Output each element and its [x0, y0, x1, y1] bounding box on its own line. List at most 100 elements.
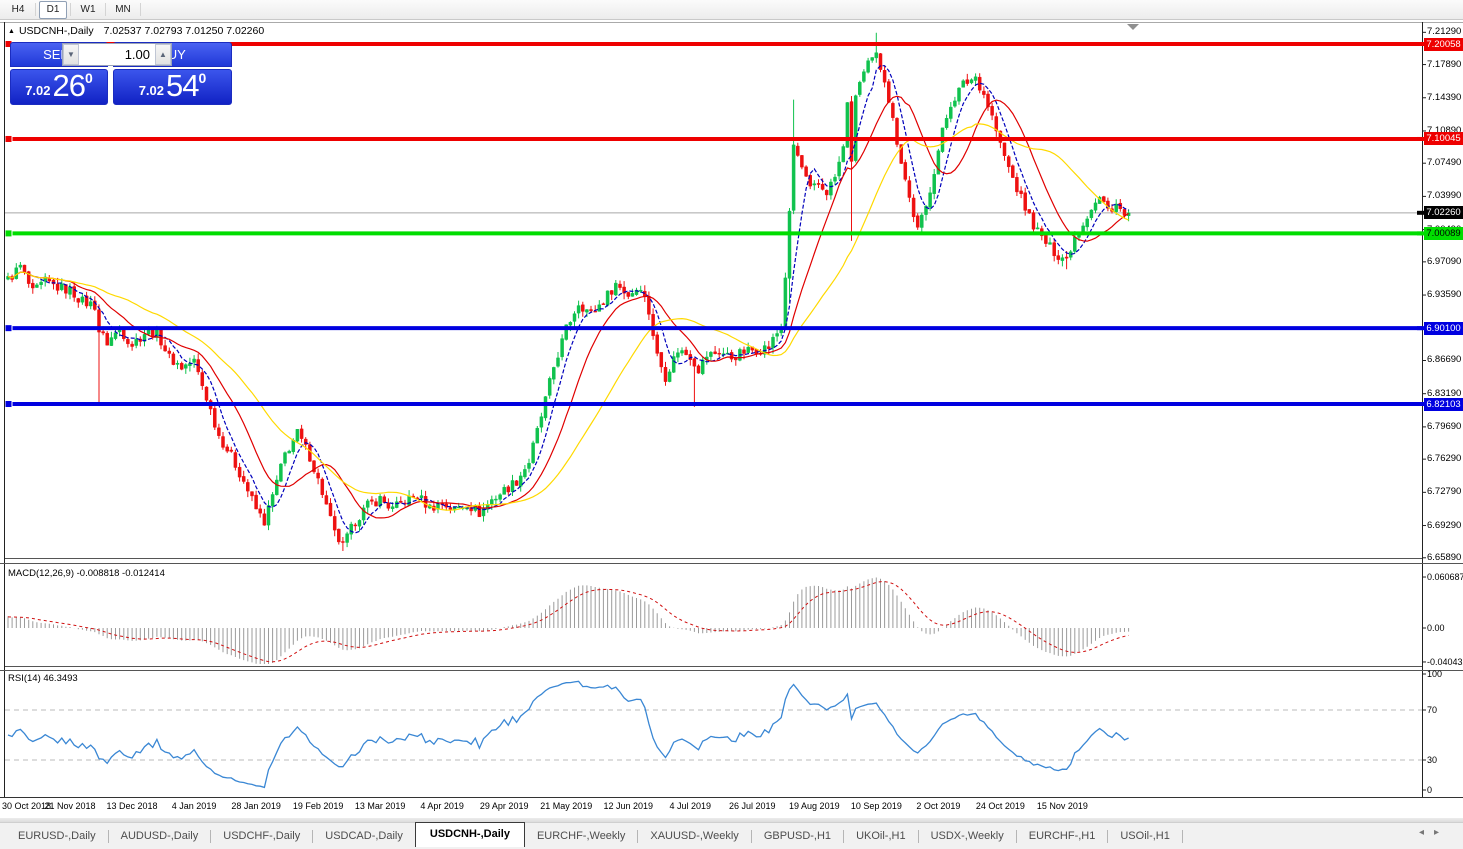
window-resize-strip[interactable]	[0, 818, 1463, 822]
price-badge-6.82103: 6.82103	[1424, 397, 1463, 411]
rsi-tick-100: 100	[1427, 669, 1443, 679]
sell-price-small: 7.02	[25, 83, 51, 98]
date-label-17: 15 Nov 2019	[1036, 801, 1088, 811]
price-badge-7.20058-connector	[1417, 42, 1424, 46]
rsi-tick-70: 70	[1427, 705, 1438, 715]
chart-tab-USDCHF[interactable]: USDCHF-,Daily	[223, 830, 301, 842]
macd-tick-0.060687: 0.060687	[1427, 572, 1463, 583]
price-badge-7.20058: 7.20058	[1424, 37, 1463, 51]
rsi-label: RSI(14) 46.3493	[8, 673, 78, 684]
price-badge-6.90100-connector	[1417, 326, 1424, 331]
volume-decrease-icon[interactable]: ▼	[63, 44, 79, 65]
chart-tab-EURCHF[interactable]: EURCHF-,Weekly	[536, 830, 626, 842]
tab-separator	[917, 829, 919, 843]
date-label-10: 12 Jun 2019	[603, 801, 654, 811]
macd-signal-line	[7, 581, 1129, 663]
tab-separator	[1181, 829, 1183, 843]
moving-average-6	[7, 65, 1129, 534]
tab-separator	[1107, 829, 1109, 843]
timeframe-button-W1[interactable]: W1	[80, 4, 96, 15]
price-tick-6.65890: 6.65890	[1427, 551, 1462, 563]
date-label-7: 4 Apr 2019	[420, 801, 464, 811]
moving-average-14	[7, 95, 1129, 519]
chart-tab-EURCHF[interactable]: EURCHF-,H1	[1028, 830, 1096, 842]
date-label-12: 26 Jul 2019	[729, 801, 776, 811]
timeframe-button-D1[interactable]: D1	[39, 0, 67, 19]
date-label-13: 19 Aug 2019	[789, 801, 840, 811]
collapse-triangle-icon[interactable]: ▲	[8, 28, 15, 35]
buy-price-sup: 0	[198, 70, 207, 86]
chart-tab-UKOil[interactable]: UKOil-,H1	[856, 830, 906, 842]
date-label-6: 13 Mar 2019	[354, 801, 406, 811]
price-tick-6.83190: 6.83190	[1427, 387, 1462, 399]
bull-candle-bodies	[6, 52, 1131, 543]
buy-price-big: 54	[166, 68, 199, 103]
current-price-badge: 7.02260	[1424, 206, 1463, 220]
moving-average-30	[7, 123, 1129, 511]
toolbar-separator	[105, 3, 106, 16]
price-tick-6.76290: 6.76290	[1427, 453, 1462, 465]
tab-separator	[843, 829, 845, 843]
sell-price-display[interactable]: 7.02 26 0	[10, 69, 108, 105]
tab-separator	[1015, 829, 1017, 843]
chart-tab-bar: EURUSD-,Daily AUDUSD-,Daily USDCHF-,Daily U…	[0, 822, 1463, 849]
tab-separator	[312, 829, 314, 843]
rsi-tick-0: 0	[1427, 785, 1433, 795]
timeframe-button-MN[interactable]: MN	[115, 4, 131, 15]
price-badge-7.00089-connector	[1417, 231, 1424, 236]
date-label-2: 13 Dec 2018	[106, 801, 158, 811]
chart-tab-USDCNH[interactable]: USDCNH-,Daily	[414, 822, 525, 847]
hline-anchor-7.10045[interactable]	[4, 134, 13, 143]
volume-spinner: ▼ 1.00 ▲	[62, 43, 172, 66]
hline-anchor-6.82103[interactable]	[4, 400, 13, 409]
price-tick-7.10890: 7.10890	[1427, 124, 1462, 136]
date-label-14: 10 Sep 2019	[850, 801, 902, 811]
chart-tab-EURUSD[interactable]: EURUSD-,Daily	[18, 830, 96, 842]
price-tick-7.03990: 7.03990	[1427, 190, 1462, 202]
hline-anchor-6.90100[interactable]	[4, 324, 13, 333]
tab-separator	[750, 829, 752, 843]
volume-input[interactable]: 1.00	[124, 47, 150, 62]
price-tick-6.86690: 6.86690	[1427, 354, 1462, 366]
tab-scroll-arrows: ◂▸	[1419, 827, 1449, 838]
tab-separator	[210, 829, 212, 843]
price-tick-7.07490: 7.07490	[1427, 157, 1462, 169]
chart-tab-USOil[interactable]: USOil-,H1	[1120, 830, 1170, 842]
chart-symbol-label: USDCNH-,Daily	[18, 25, 94, 37]
timeframe-button-H4[interactable]: H4	[11, 4, 25, 15]
date-label-1: 21 Nov 2018	[44, 801, 96, 811]
chart-shift-marker-icon[interactable]	[1127, 24, 1139, 30]
macd-tick--0.040432: -0.040432	[1427, 656, 1463, 667]
buy-price-display[interactable]: 7.02 54 0	[113, 69, 232, 105]
chart-ohlc-values: 7.02537 7.02793 7.01250 7.02260	[103, 25, 265, 37]
buy-price-small: 7.02	[138, 83, 165, 98]
date-label-8: 29 Apr 2019	[479, 801, 529, 811]
price-tick-6.69290: 6.69290	[1427, 519, 1462, 531]
chart-tab-USDX[interactable]: USDX-,Weekly	[930, 830, 1004, 842]
chart-tab-XAUUSD[interactable]: XAUUSD-,Weekly	[650, 830, 739, 842]
price-tick-7.17890: 7.17890	[1427, 58, 1462, 70]
date-label-15: 2 Oct 2019	[916, 801, 961, 811]
chart-tab-GBPUSD[interactable]: GBPUSD-,H1	[763, 830, 832, 842]
sell-price-sup: 0	[85, 70, 93, 86]
hline-anchor-7.00089[interactable]	[4, 229, 13, 238]
tab-separator	[637, 829, 639, 843]
date-label-3: 4 Jan 2019	[171, 801, 217, 811]
tab-scroll-right-icon[interactable]: ▸	[1433, 827, 1449, 838]
date-label-5: 19 Feb 2019	[292, 801, 344, 811]
date-label-4: 28 Jan 2019	[231, 801, 281, 811]
price-tick-7.14390: 7.14390	[1427, 91, 1462, 103]
tab-scroll-left-icon[interactable]: ◂	[1418, 827, 1434, 838]
one-click-trade-panel: SELL BUY ▼ 1.00 ▲ 7.02 26 0 7.02 54 0	[10, 42, 232, 105]
macd-tick-0.00: 0.00	[1427, 623, 1445, 633]
chart-tab-AUDUSD[interactable]: AUDUSD-,Daily	[120, 830, 199, 842]
chart-tab-USDCAD[interactable]: USDCAD-,Daily	[325, 830, 403, 842]
price-badge-7.00089: 7.00089	[1424, 226, 1463, 240]
toolbar-separator	[140, 3, 141, 16]
toolbar-separator	[70, 3, 71, 16]
sell-price-big: 26	[52, 68, 86, 103]
bear-candle-wicks	[11, 53, 1125, 551]
volume-increase-icon[interactable]: ▲	[155, 44, 171, 65]
timeframe-toolbar: H4 D1 W1 MN	[0, 0, 1463, 20]
